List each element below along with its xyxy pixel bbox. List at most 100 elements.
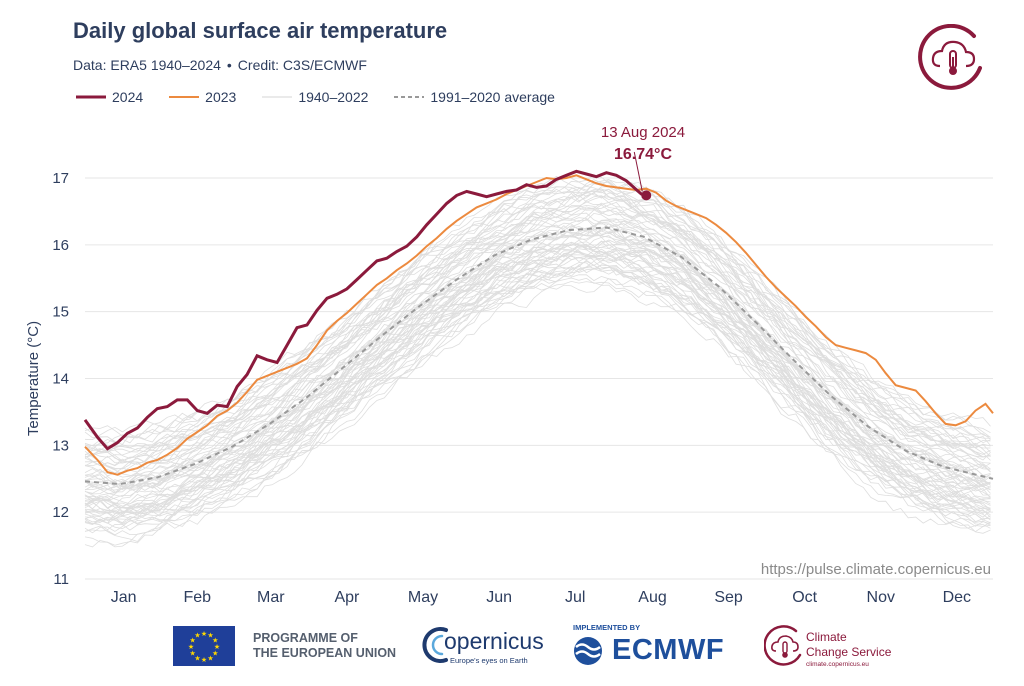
svg-text:★: ★ (188, 643, 194, 651)
legend-swatch-historical (262, 96, 293, 98)
annotation-leader (633, 151, 643, 192)
ecmwf-name: ECMWF (612, 634, 725, 666)
x-tick-label-jan: Jan (111, 589, 137, 606)
historical-line-25 (84, 264, 991, 525)
y-tick-label: 14 (52, 371, 69, 388)
svg-text:★: ★ (190, 650, 196, 658)
svg-text:★: ★ (214, 643, 220, 651)
y-tick-label: 12 (52, 504, 69, 521)
latest-value-point (641, 190, 652, 201)
svg-text:★: ★ (201, 630, 207, 638)
historical-line-70 (84, 224, 991, 494)
x-tick-label-may: May (408, 589, 438, 606)
svg-text:★: ★ (207, 654, 213, 662)
historical-line-48 (84, 255, 991, 530)
historical-line-60 (84, 180, 991, 450)
legend-label-2023: 2023 (205, 89, 237, 105)
eu-line-1: PROGRAMME OF (253, 631, 358, 645)
copernicus-name: opernicus (444, 628, 544, 654)
copernicus-tagline: Europe's eyes on Earth (450, 656, 528, 665)
legend-item-2024: 2024 (76, 89, 143, 105)
historical-line-21 (84, 226, 991, 489)
chart-legend: 2024 2023 1940–2022 1991–2020 average (76, 87, 581, 107)
svg-text:★: ★ (201, 656, 207, 664)
svg-text:★: ★ (194, 654, 200, 662)
copernicus-c-icon (422, 627, 448, 663)
y-axis-label: Temperature (°C) (25, 321, 42, 436)
ccs-line-1: Climate (806, 630, 847, 644)
svg-text:★: ★ (207, 632, 213, 640)
svg-text:★: ★ (190, 637, 196, 645)
chart-title: Daily global surface air temperature (73, 18, 448, 43)
x-tick-label-aug: Aug (638, 589, 666, 606)
historical-line-39 (84, 254, 991, 518)
ccs-line-2: Change Service (806, 645, 892, 659)
legend-label-2024: 2024 (112, 89, 144, 105)
legend-item-2023: 2023 (169, 89, 236, 105)
legend-label-historical: 1940–2022 (298, 89, 369, 105)
historical-line-53 (84, 188, 991, 451)
historical-line-6 (84, 207, 991, 476)
data-source-label: Data: ERA5 1940–2024 (73, 57, 221, 73)
historical-line-49 (84, 223, 991, 490)
y-tick-label: 13 (52, 437, 69, 454)
historical-line-67 (84, 178, 991, 447)
legend-label-average: 1991–2020 average (430, 89, 555, 105)
series-line-2023 (84, 174, 994, 476)
x-tick-label-nov: Nov (867, 589, 895, 606)
y-tick-label: 15 (52, 304, 69, 321)
historical-line-51 (84, 188, 991, 459)
footer-logos: ★ ★ ★ ★ ★ ★ ★ ★ ★ ★ ★ ★ PROGRAMME OF THE EUROPEAN… (0, 612, 1024, 682)
historical-line-29 (84, 262, 991, 533)
ecmwf-waves-icon (574, 637, 602, 665)
implemented-by-label: IMPLEMENTED BY (573, 623, 641, 632)
y-tick-label: 17 (52, 170, 69, 187)
eu-flag-icon: ★ ★★★ ★★★★ ★★★★ (173, 626, 235, 666)
historical-line-50 (84, 204, 991, 465)
x-tick-label-feb: Feb (183, 589, 211, 606)
separator-dot: • (226, 57, 232, 73)
historical-line-68 (84, 234, 991, 495)
historical-line-23 (84, 264, 991, 525)
series-line-1991-2020-average (84, 226, 994, 486)
credit-label: Credit: C3S/ECMWF (237, 57, 367, 73)
historical-line-33 (84, 204, 991, 473)
historical-line-27 (84, 254, 991, 523)
historical-line-9 (84, 265, 991, 531)
eu-programme-label: PROGRAMME OF THE EUROPEAN UNION (253, 631, 396, 661)
historical-line-20 (84, 274, 991, 542)
legend-item-historical: 1940–2022 (262, 89, 368, 105)
x-tick-label-jul: Jul (565, 589, 585, 606)
x-tick-label-jun: Jun (486, 589, 512, 606)
legend-swatch-2023 (169, 96, 200, 98)
eu-line-2: THE EUROPEAN UNION (253, 646, 397, 660)
legend-item-average: 1991–2020 average (394, 89, 555, 105)
historical-line-32 (84, 239, 991, 509)
historical-line-35 (84, 196, 991, 462)
historical-line-62 (84, 241, 991, 506)
svg-text:★: ★ (212, 637, 218, 645)
svg-text:★: ★ (194, 632, 200, 640)
svg-text:★: ★ (212, 650, 218, 658)
x-tick-label-oct: Oct (792, 589, 817, 606)
historical-line-66 (84, 190, 991, 461)
x-tick-label-dec: Dec (943, 589, 971, 606)
legend-swatch-2024 (76, 95, 106, 99)
ccs-url: climate.copernicus.eu (806, 661, 869, 668)
climate-change-service-footer-icon (764, 625, 802, 666)
legend-swatch-average (394, 96, 425, 98)
historical-line-46 (84, 254, 991, 518)
annotation-value: 16.74°C (614, 146, 672, 163)
chart-subtitle: Data: ERA5 1940–2024 • Credit: C3S/ECMWF (73, 57, 367, 73)
ccs-label: Climate Change Service (806, 630, 891, 660)
x-tick-label-mar: Mar (257, 589, 285, 606)
historical-line-5 (84, 205, 991, 467)
y-tick-label: 11 (53, 571, 69, 588)
historical-line-38 (84, 191, 991, 455)
historical-line-44 (84, 236, 991, 500)
watermark-url: https://pulse.climate.copernicus.eu (761, 561, 991, 578)
series-line-2024 (83, 169, 647, 451)
historical-line-7 (84, 284, 991, 548)
historical-line-45 (84, 218, 991, 491)
historical-line-69 (84, 248, 991, 517)
